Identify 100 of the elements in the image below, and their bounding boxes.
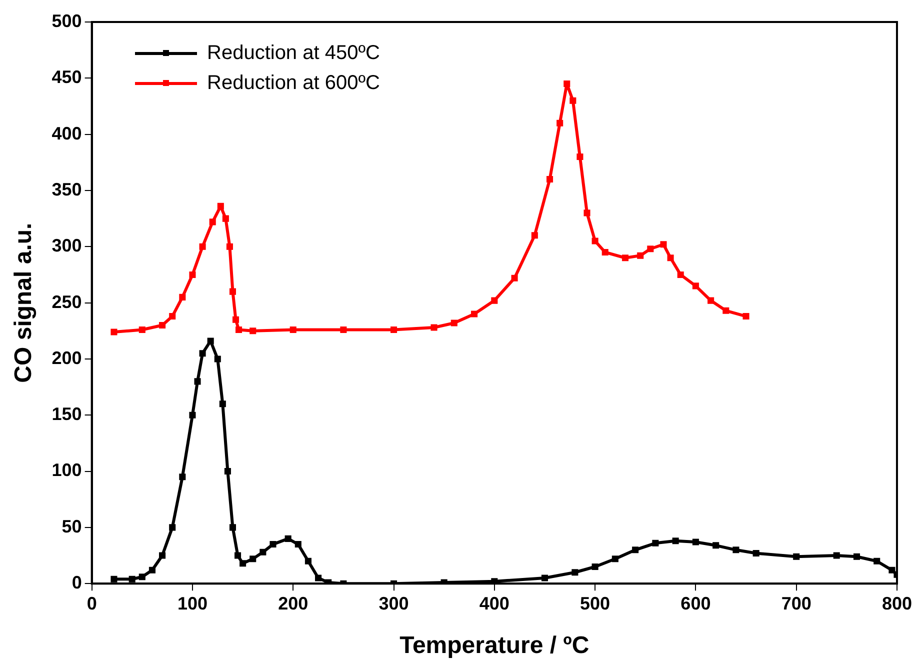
point — [572, 569, 578, 576]
point — [874, 558, 880, 564]
point — [284, 535, 292, 542]
point — [564, 80, 570, 88]
point — [888, 566, 896, 574]
point — [236, 326, 242, 334]
point — [138, 574, 146, 580]
point — [471, 310, 478, 318]
y-tick-label: 300 — [52, 236, 82, 256]
point — [229, 524, 236, 531]
point — [159, 552, 166, 559]
y-tick-label: 200 — [52, 348, 82, 368]
point — [260, 548, 266, 556]
point — [189, 271, 196, 278]
point — [652, 540, 659, 546]
legend-label: Reduction at 600ºC — [207, 71, 380, 96]
point — [226, 243, 233, 250]
x-tick-label: 300 — [378, 593, 409, 614]
point — [232, 316, 240, 323]
point — [179, 294, 186, 300]
y-tick-label: 150 — [52, 404, 82, 424]
point — [304, 558, 312, 564]
point — [240, 560, 246, 567]
y-tick-label: 450 — [52, 67, 82, 88]
x-axis-title: Temperature / ºC — [400, 632, 590, 660]
point — [592, 238, 598, 244]
point — [677, 271, 684, 278]
point — [722, 307, 730, 314]
y-tick-label: 500 — [52, 10, 82, 31]
x-tick-label: 400 — [479, 593, 510, 614]
x-tick-label: 500 — [580, 593, 610, 614]
point — [110, 328, 118, 336]
point — [390, 326, 398, 334]
y-tick-label: 250 — [52, 292, 82, 312]
point — [430, 324, 438, 331]
point — [531, 232, 538, 239]
point — [234, 552, 242, 559]
point — [315, 574, 322, 582]
point — [637, 252, 644, 259]
point — [148, 566, 156, 574]
point — [294, 541, 302, 548]
point — [217, 202, 224, 210]
y-tick-label: 50 — [62, 516, 82, 536]
point — [692, 282, 699, 290]
point — [672, 538, 679, 544]
x-tick-label: 100 — [177, 593, 208, 614]
point — [491, 297, 498, 304]
point — [290, 326, 296, 334]
point — [612, 556, 618, 562]
point — [194, 378, 201, 385]
point — [584, 210, 590, 216]
y-tick-label: 100 — [52, 460, 82, 480]
x-tick-label: 200 — [278, 593, 308, 614]
point — [169, 524, 176, 531]
y-tick-label: 350 — [52, 179, 82, 200]
y-tick-label: 0 — [72, 572, 82, 593]
point — [732, 546, 740, 554]
x-tick-label: 800 — [882, 593, 912, 614]
point — [128, 576, 136, 582]
point — [622, 254, 629, 262]
point — [602, 248, 608, 256]
point — [110, 576, 118, 582]
point — [592, 563, 598, 570]
point — [179, 474, 186, 480]
point — [138, 326, 146, 334]
point — [270, 541, 276, 548]
point — [222, 215, 229, 222]
point — [793, 553, 800, 560]
point — [667, 254, 674, 262]
point — [199, 243, 206, 250]
point — [576, 154, 584, 160]
point — [541, 574, 548, 582]
point — [159, 322, 166, 329]
point — [660, 241, 667, 248]
y-tick-label: 400 — [52, 123, 82, 144]
x-tick-label: 600 — [680, 593, 711, 614]
legend-label: Reduction at 450ºC — [207, 41, 380, 66]
point — [833, 552, 840, 559]
point — [511, 274, 518, 282]
point — [556, 120, 564, 126]
point — [207, 338, 214, 344]
point — [546, 176, 554, 183]
y-axis-title: CO signal a.u. — [10, 222, 38, 383]
point — [752, 550, 760, 557]
point — [229, 288, 236, 295]
point — [742, 313, 750, 320]
point — [708, 297, 714, 304]
point — [712, 542, 720, 549]
point — [340, 326, 347, 334]
x-tick-label: 700 — [781, 593, 812, 614]
point — [224, 468, 231, 475]
point — [250, 328, 256, 334]
point — [199, 350, 206, 357]
point — [692, 538, 699, 546]
point — [570, 97, 576, 104]
x-tick-label: 0 — [86, 593, 97, 614]
point — [209, 218, 216, 226]
point — [189, 412, 196, 418]
point — [450, 320, 458, 326]
point — [250, 556, 256, 562]
